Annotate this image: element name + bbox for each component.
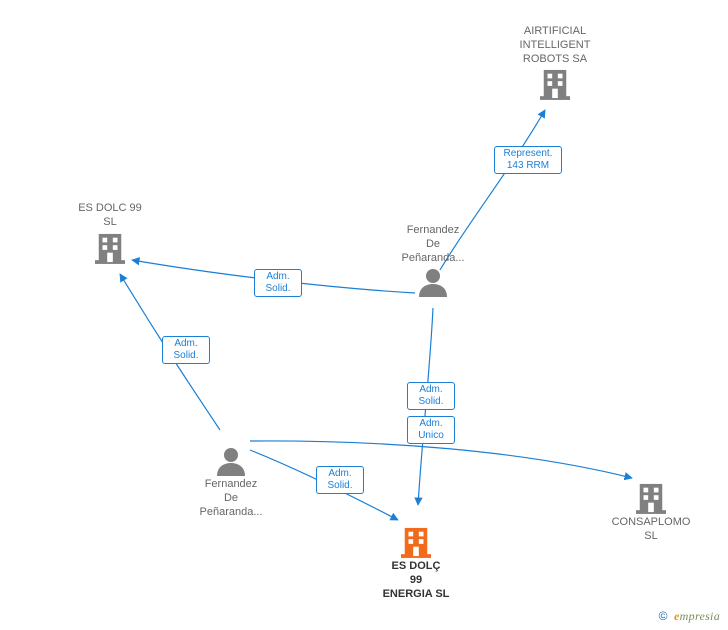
node-label: CONSAPLOMO SL <box>596 516 706 544</box>
edge-label-0: Represent. 143 RRM <box>494 146 562 174</box>
watermark: © empresia <box>659 609 720 624</box>
building-icon <box>356 526 476 558</box>
node-fernandez1[interactable]: Fernandez De Peñaranda... <box>378 224 488 299</box>
building-icon <box>95 232 125 264</box>
edge-label-4: Adm. Solid. <box>316 466 364 494</box>
node-consaplomo[interactable]: CONSAPLOMO SL <box>596 480 706 544</box>
building-icon <box>401 526 431 558</box>
node-esdolc99[interactable]: ES DOLC 99 SL <box>60 202 160 266</box>
edge-label-2: Adm. Solid. <box>407 382 455 410</box>
building-icon <box>636 482 666 514</box>
building-icon <box>540 68 570 100</box>
node-airtificial[interactable]: AIRTIFICIAL INTELLIGENT ROBOTS SA <box>500 25 610 102</box>
node-esdolc99energia[interactable]: ES DOLÇ 99 ENERGIA SL <box>356 524 476 601</box>
watermark-rest: mpresia <box>680 609 720 623</box>
edge-label-5: Adm. Unico <box>407 416 455 444</box>
person-icon <box>378 267 488 297</box>
node-label: AIRTIFICIAL INTELLIGENT ROBOTS SA <box>500 25 610 66</box>
copyright-symbol: © <box>659 609 668 623</box>
node-fernandez2[interactable]: Fernandez De Peñaranda... <box>176 444 286 519</box>
edge-fernandez2-consaplomo <box>250 441 632 478</box>
edge-label-1: Adm. Solid. <box>254 269 302 297</box>
person-icon <box>176 446 286 476</box>
node-label: Fernandez De Peñaranda... <box>176 478 286 519</box>
person-icon <box>417 267 449 297</box>
edge-label-3: Adm. Solid. <box>162 336 210 364</box>
person-icon <box>215 446 247 476</box>
node-label: ES DOLC 99 SL <box>60 202 160 230</box>
node-label: Fernandez De Peñaranda... <box>378 224 488 265</box>
building-icon <box>60 232 160 264</box>
building-icon <box>500 68 610 100</box>
building-icon <box>596 482 706 514</box>
node-label: ES DOLÇ 99 ENERGIA SL <box>356 560 476 601</box>
